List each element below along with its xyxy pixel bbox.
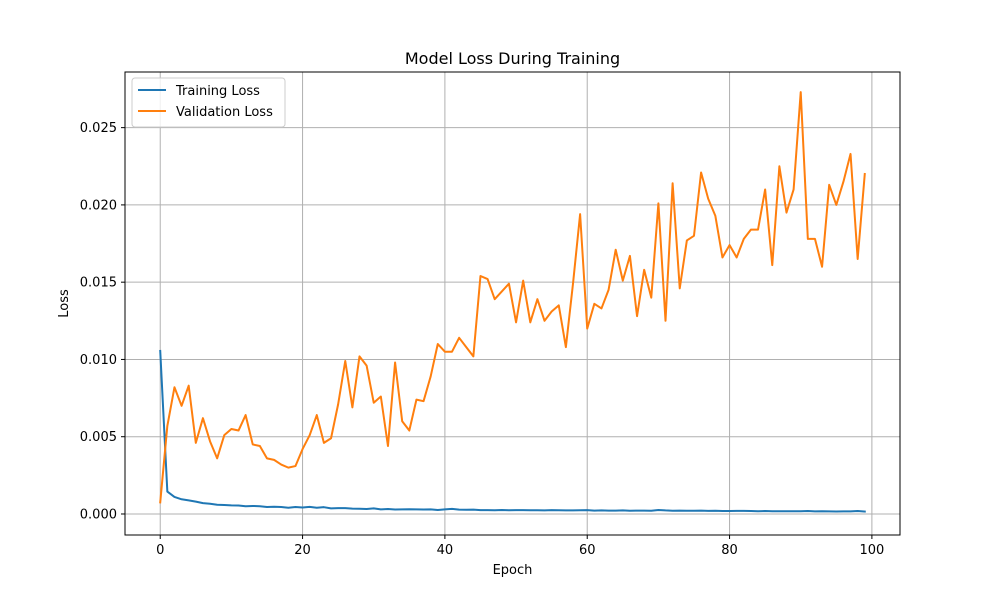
grid-lines bbox=[125, 72, 900, 535]
y-tick-label: 0.010 bbox=[80, 353, 117, 368]
axis-ticks: 0 20 40 60 80 100 0.000 0.005 0.010 0.015 0.020 0.0… bbox=[80, 121, 885, 558]
x-tick-label: 20 bbox=[294, 543, 311, 558]
y-axis-label: Loss bbox=[57, 289, 72, 318]
y-tick-label: 0.000 bbox=[80, 507, 117, 522]
plot-series bbox=[159, 91, 866, 513]
y-tick-label: 0.020 bbox=[80, 198, 117, 213]
legend-label-validation-loss: Validation Loss bbox=[176, 105, 273, 120]
x-tick-label: 0 bbox=[156, 543, 164, 558]
x-axis-label: Epoch bbox=[493, 563, 533, 578]
plot-frame bbox=[124, 71, 901, 536]
legend-label-training-loss: Training Loss bbox=[175, 84, 260, 99]
y-tick-label: 0.015 bbox=[80, 276, 117, 291]
x-tick-label: 80 bbox=[721, 543, 738, 558]
chart-title: Model Loss During Training bbox=[405, 49, 620, 68]
x-tick-label: 40 bbox=[437, 543, 454, 558]
x-tick-label: 60 bbox=[579, 543, 596, 558]
legend-box bbox=[131, 77, 286, 128]
series-line-validation-loss bbox=[159, 91, 866, 504]
series-line-training-loss bbox=[159, 349, 866, 513]
y-tick-label: 0.025 bbox=[80, 121, 117, 136]
x-tick-label: 100 bbox=[859, 543, 884, 558]
legend: Training Loss Validation Loss bbox=[131, 77, 286, 128]
y-tick-label: 0.005 bbox=[80, 430, 117, 445]
